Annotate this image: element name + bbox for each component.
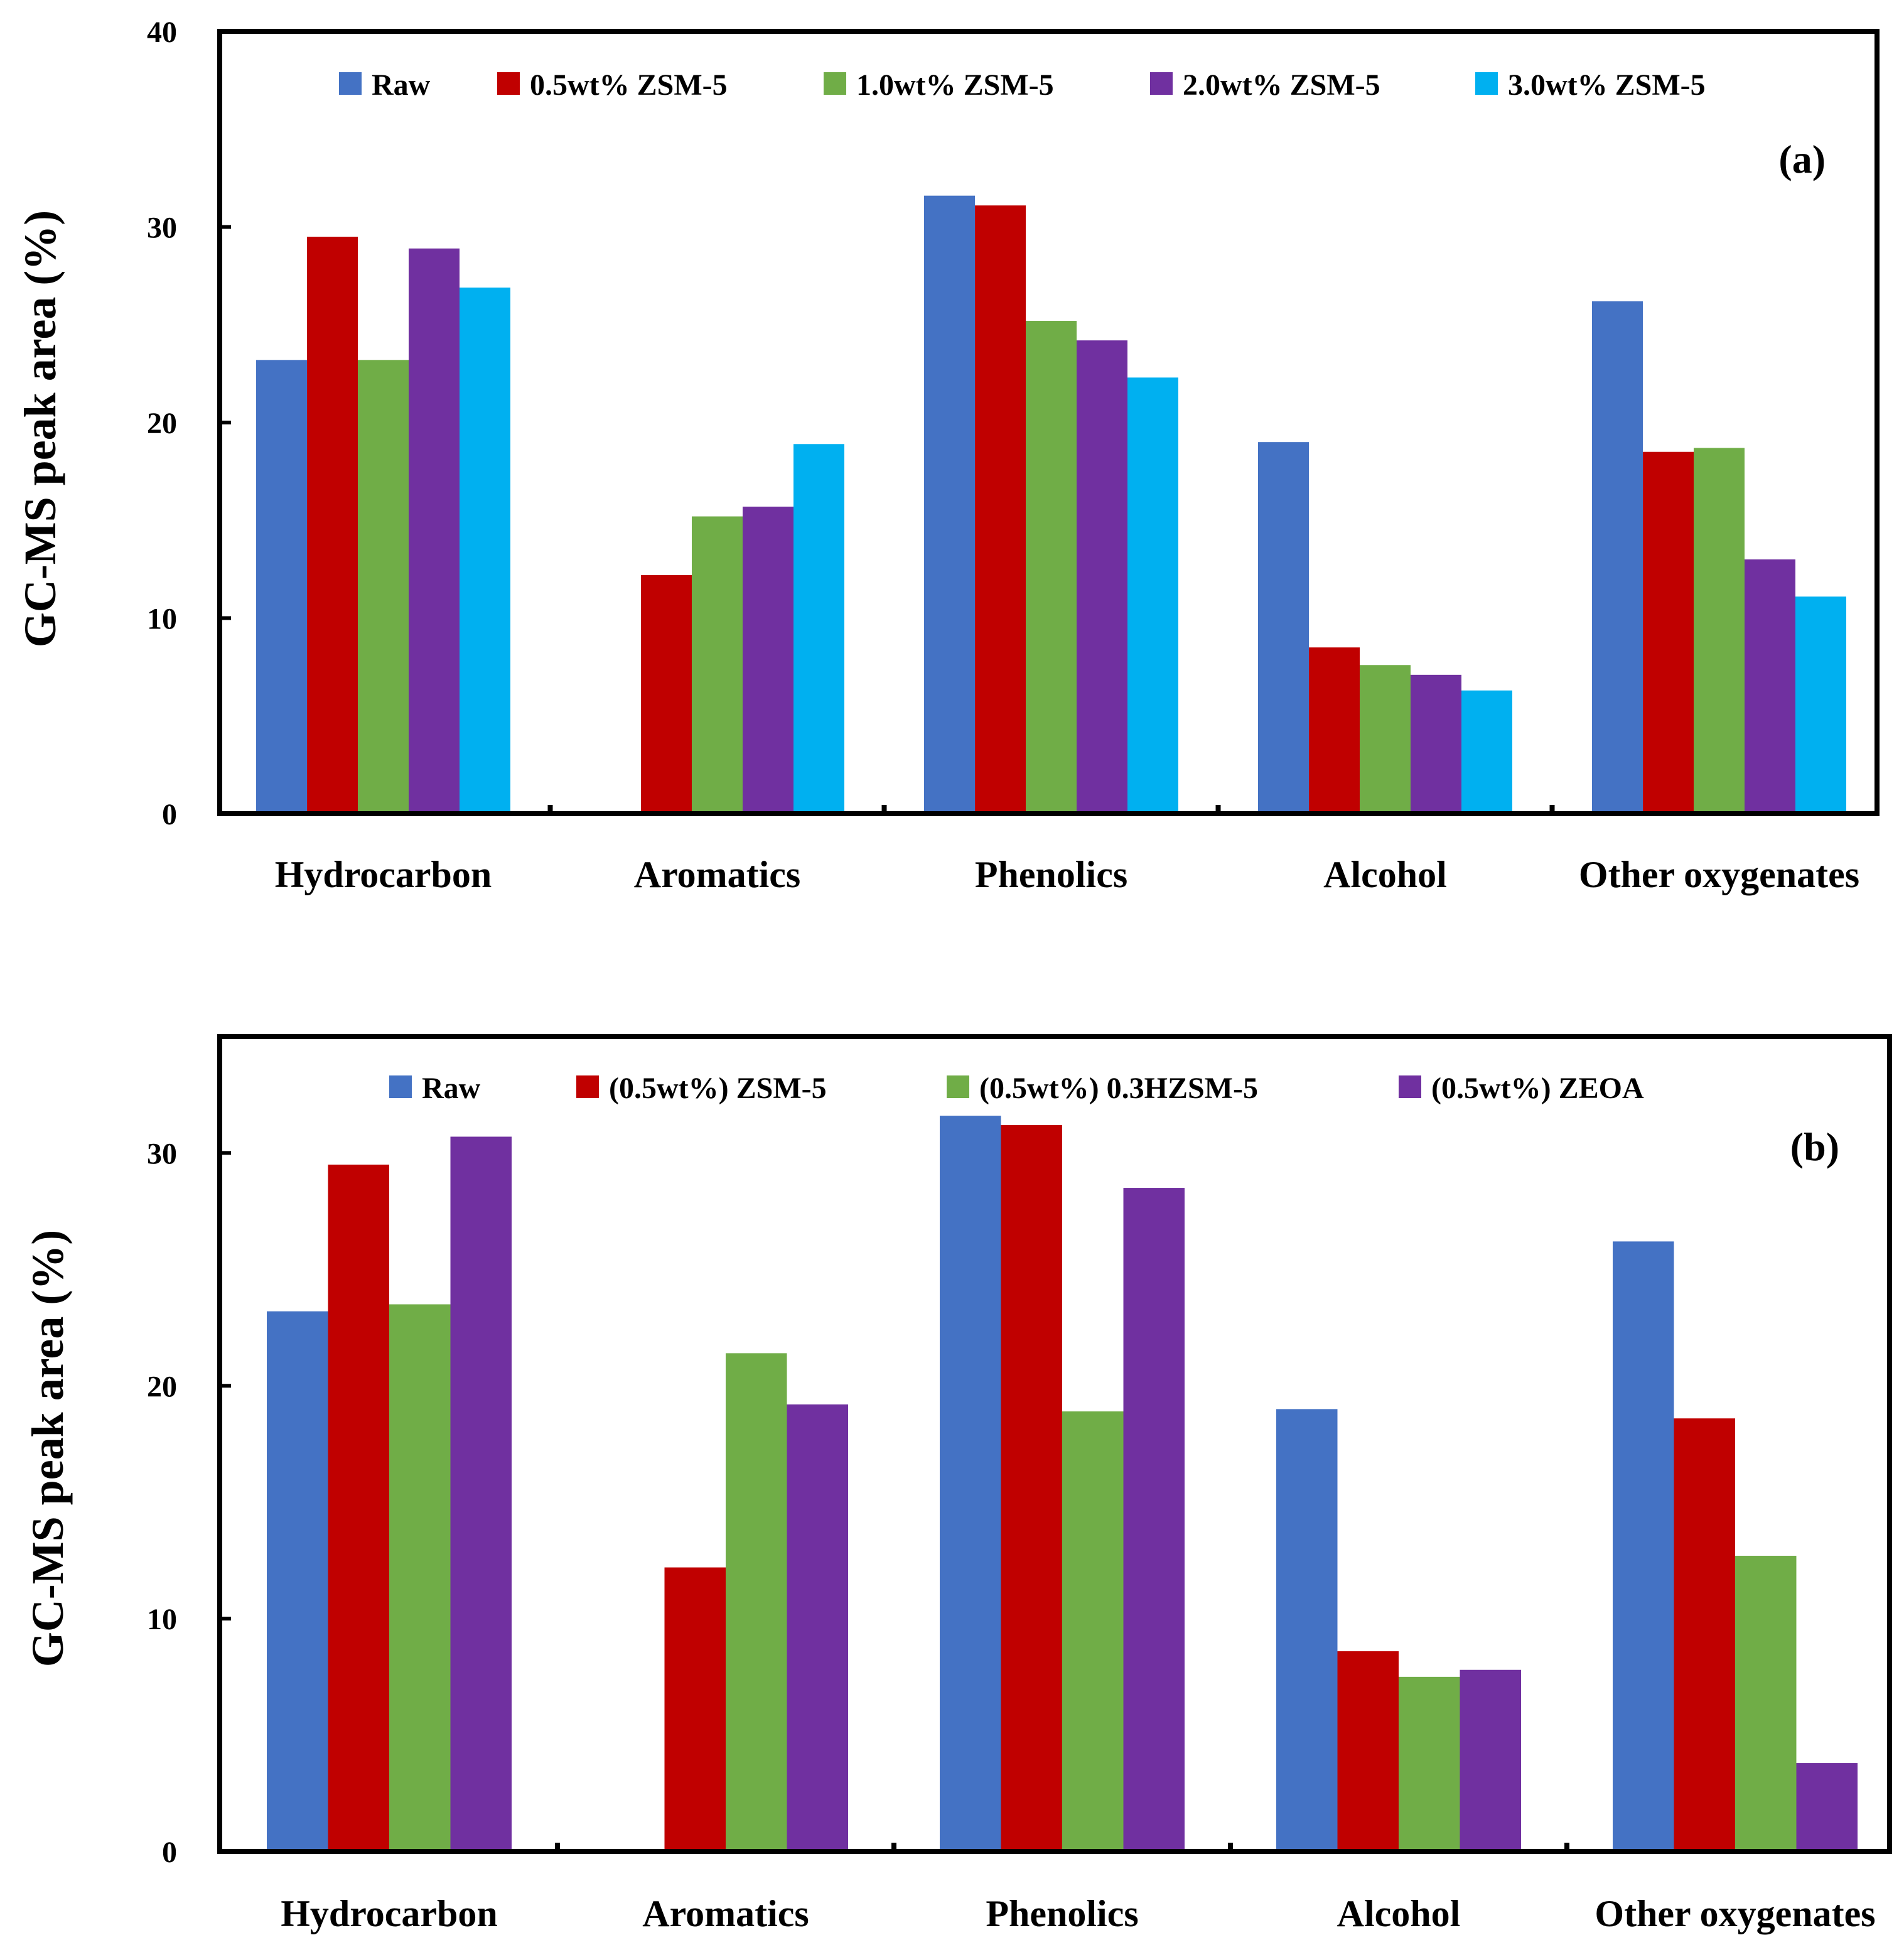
bar <box>1276 1409 1338 1851</box>
bar <box>1127 377 1178 814</box>
legend-swatch <box>1399 1075 1421 1098</box>
panel-label: (b) <box>1790 1124 1839 1169</box>
bar <box>1745 559 1795 814</box>
bar <box>460 288 510 814</box>
legend-label: Raw <box>422 1072 481 1105</box>
y-tick-label: 20 <box>147 1370 177 1403</box>
y-tick-label: 20 <box>147 407 177 440</box>
y-tick-label: 0 <box>162 1836 177 1869</box>
y-tick-label: 10 <box>147 603 177 636</box>
bar <box>409 248 460 814</box>
x-category-label: Alcohol <box>1337 1893 1461 1934</box>
bar <box>1123 1188 1185 1851</box>
bar <box>692 516 743 814</box>
legend-label: 0.5wt% ZSM-5 <box>530 68 728 102</box>
bar <box>358 360 409 814</box>
bar <box>1460 1669 1521 1851</box>
legend-label: 2.0wt% ZSM-5 <box>1183 68 1380 102</box>
legend-swatch <box>824 72 846 95</box>
bar <box>256 360 307 814</box>
bar <box>1077 340 1127 814</box>
x-category-label: Aromatics <box>634 854 801 895</box>
y-tick-label: 10 <box>147 1603 177 1636</box>
legend-label: 3.0wt% ZSM-5 <box>1508 68 1706 102</box>
bar <box>1399 1676 1460 1851</box>
legend-label: Raw <box>372 68 431 102</box>
bar <box>1337 1651 1399 1851</box>
y-tick-label: 30 <box>147 1137 177 1170</box>
bar <box>1592 301 1643 814</box>
x-category-label: Other oxygenates <box>1579 854 1859 895</box>
legend-label: (0.5wt%) ZSM-5 <box>609 1072 827 1105</box>
y-tick-label: 40 <box>147 16 177 49</box>
legend-label: 1.0wt% ZSM-5 <box>856 68 1054 102</box>
bar <box>1613 1241 1674 1851</box>
bar <box>1674 1418 1735 1851</box>
panel-label: (a) <box>1778 137 1826 181</box>
bar <box>328 1164 389 1851</box>
plot-frame <box>217 1034 1892 1854</box>
bar <box>1694 448 1745 814</box>
legend-label: (0.5wt%) 0.3HZSM-5 <box>979 1072 1258 1105</box>
x-category-label: Alcohol <box>1323 854 1447 895</box>
bar <box>1735 1556 1797 1851</box>
legend-swatch <box>947 1075 969 1098</box>
bar <box>1309 647 1360 814</box>
bar <box>1258 442 1309 814</box>
bar <box>389 1304 451 1851</box>
x-category-label: Hydrocarbon <box>275 854 492 895</box>
x-category-label: Hydrocarbon <box>281 1893 498 1934</box>
bar <box>1795 596 1846 814</box>
bar <box>1461 690 1512 814</box>
legend-swatch <box>576 1075 599 1098</box>
x-category-label: Other oxygenates <box>1595 1893 1875 1934</box>
bar <box>726 1353 787 1851</box>
y-tick-label: 30 <box>147 212 177 245</box>
chart-panel-a: GC-MS peak area (%) 0 10 20 30 40 Raw 0.5wt% … <box>15 16 1880 895</box>
bar <box>1643 451 1694 814</box>
y-tick-label: 0 <box>162 798 177 831</box>
plot-frame <box>217 29 1880 816</box>
legend-swatch <box>497 72 520 95</box>
bar <box>664 1567 726 1851</box>
x-category-label: Phenolics <box>986 1893 1138 1934</box>
legend-swatch <box>339 72 362 95</box>
bar <box>641 574 692 814</box>
x-category-label: Aromatics <box>642 1893 809 1934</box>
bar <box>924 195 975 814</box>
y-axis-label: GC-MS peak area (%) <box>15 210 65 648</box>
legend-swatch <box>389 1075 412 1098</box>
legend-swatch <box>1475 72 1498 95</box>
x-category-label: Phenolics <box>975 854 1127 895</box>
y-axis-label: GC-MS peak area (%) <box>23 1230 73 1668</box>
legend-swatch <box>1150 72 1173 95</box>
chart-panel-b: GC-MS peak area (%) 0 10 20 30 Raw (0.5wt%) … <box>23 1034 1892 1934</box>
bar <box>1796 1763 1858 1851</box>
bar <box>1026 321 1077 814</box>
bar <box>1062 1411 1124 1851</box>
bar <box>1001 1124 1062 1851</box>
bar <box>450 1136 512 1851</box>
legend-label: (0.5wt%) ZEOA <box>1431 1072 1644 1105</box>
bar <box>743 506 793 814</box>
bar <box>267 1311 328 1851</box>
bar <box>793 444 844 814</box>
bar <box>1411 674 1461 814</box>
bar <box>975 205 1026 814</box>
bar <box>940 1116 1001 1851</box>
bar <box>787 1404 848 1851</box>
bar <box>1360 665 1411 814</box>
bar <box>307 237 358 814</box>
